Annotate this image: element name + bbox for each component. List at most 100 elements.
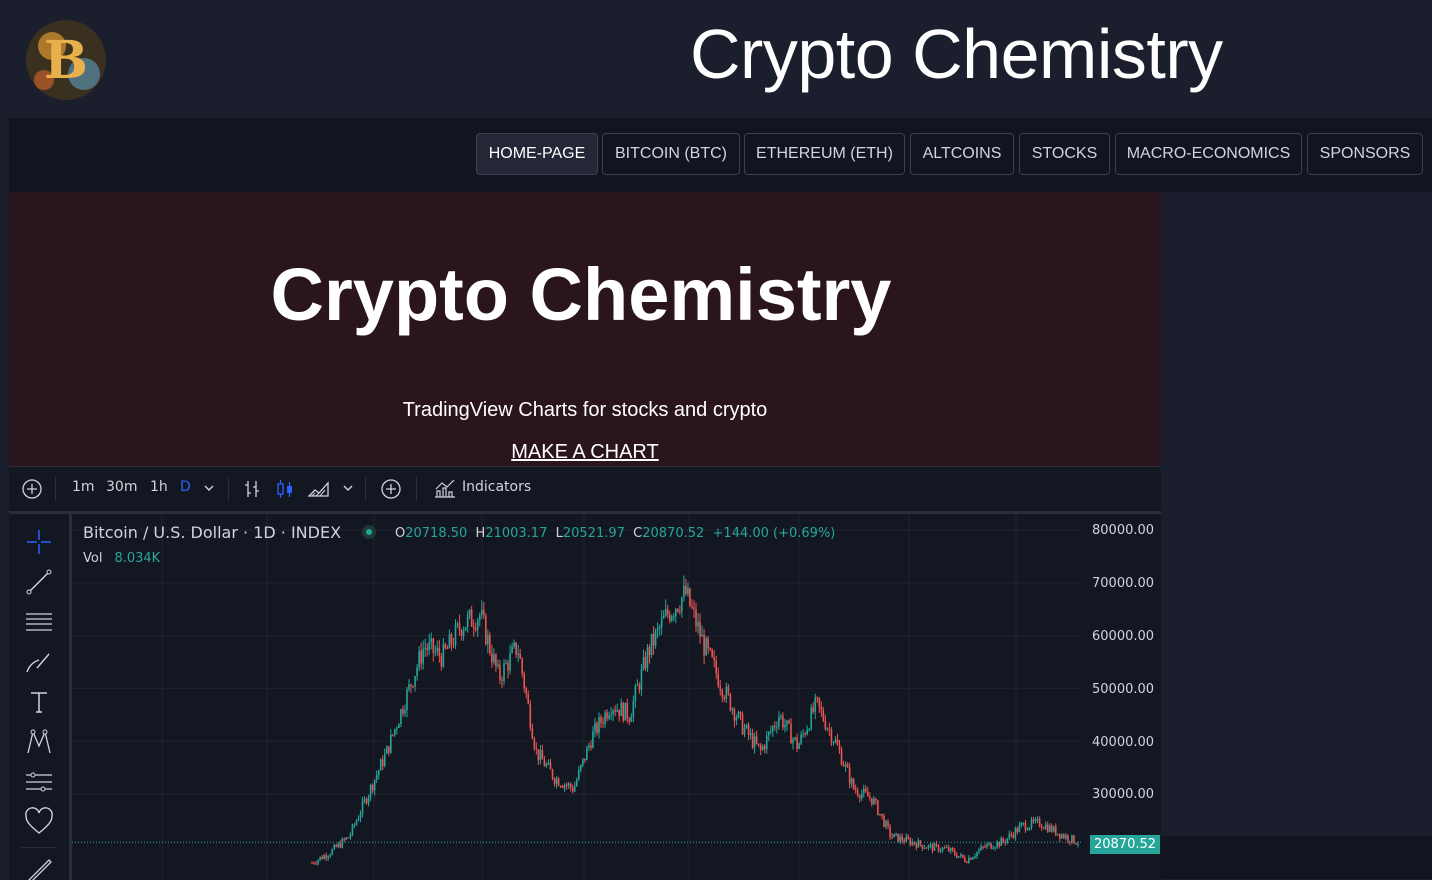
candle-body	[620, 702, 623, 717]
candle-body	[1071, 835, 1073, 843]
chart-type-chevron-down-icon[interactable]	[342, 483, 354, 493]
trend-line-icon[interactable]	[23, 566, 55, 598]
area-chart-icon[interactable]	[307, 478, 331, 500]
candle-body	[341, 838, 344, 848]
candle-body	[624, 702, 627, 721]
prediction-icon[interactable]	[23, 766, 55, 798]
candle-body	[580, 764, 582, 770]
symbol-legend[interactable]: Bitcoin / U.S. Dollar · 1D · INDEX	[83, 523, 342, 542]
candle-body	[826, 728, 829, 730]
chart-pane[interactable]: Bitcoin / U.S. Dollar · 1D · INDEX O2071…	[72, 514, 1161, 880]
candle-body	[365, 798, 368, 804]
y-axis-tick: 40000.00	[1092, 735, 1155, 750]
candles-chart-icon[interactable]	[274, 478, 296, 500]
candle-body	[691, 605, 693, 608]
candle-body	[816, 697, 819, 699]
compare-add-icon[interactable]	[380, 478, 402, 500]
candle-body	[959, 854, 962, 857]
interval-30m[interactable]: 30m	[106, 479, 138, 495]
low-value: 20521.97	[562, 526, 625, 541]
hero-banner: Crypto Chemistry TradingView Charts for …	[9, 192, 1161, 466]
candle-body	[390, 734, 392, 753]
candle-body	[662, 616, 665, 619]
candle-body	[456, 623, 459, 625]
nav-altcoins[interactable]: ALTCOINS	[910, 133, 1014, 175]
candle-body	[879, 813, 881, 815]
candle-body	[567, 783, 570, 786]
text-icon[interactable]	[23, 686, 55, 718]
candle-body	[499, 664, 501, 680]
candle-body	[367, 796, 370, 804]
candle-body	[943, 847, 946, 849]
candle-body	[1061, 834, 1063, 839]
indicators-button[interactable]: Indicators	[462, 479, 532, 495]
nav-home[interactable]: HOME-PAGE	[476, 133, 598, 175]
volume-value: 8.034K	[114, 551, 161, 566]
nav-ethereum[interactable]: ETHEREUM (ETH)	[744, 133, 905, 175]
pattern-icon[interactable]	[23, 726, 55, 758]
candle-body	[430, 638, 433, 643]
heart-icon[interactable]	[23, 806, 55, 838]
candle-body	[885, 821, 887, 827]
last-price-tag: 20870.52	[1090, 835, 1160, 854]
nav-macro-economics[interactable]: MACRO-ECONOMICS	[1115, 133, 1302, 175]
candle-body	[711, 649, 713, 657]
candle-body	[537, 749, 540, 761]
interval-d[interactable]: D	[180, 479, 191, 495]
brush-icon[interactable]	[23, 646, 55, 678]
indicators-icon[interactable]	[433, 478, 457, 500]
nav-sponsors[interactable]: SPONSORS	[1307, 133, 1423, 175]
candle-body	[737, 711, 740, 718]
candle-body	[406, 689, 408, 711]
symbol-add-icon[interactable]	[21, 478, 43, 500]
candle-body	[371, 785, 374, 791]
candle-body	[602, 722, 604, 724]
candle-body	[897, 833, 899, 842]
svg-text:B: B	[44, 30, 88, 91]
candle-body	[553, 778, 556, 784]
candle-body	[1016, 828, 1019, 833]
candle-body	[1077, 844, 1079, 846]
candle-body	[1002, 838, 1005, 842]
bars-chart-icon[interactable]	[241, 478, 263, 500]
crosshair-icon[interactable]	[23, 526, 55, 558]
candle-body	[539, 749, 542, 761]
candle-body	[709, 647, 711, 650]
candle-body	[426, 647, 429, 650]
candle-body	[610, 714, 612, 716]
candle-body	[634, 685, 637, 701]
interval-chevron-down-icon[interactable]	[203, 483, 215, 493]
candle-body	[616, 709, 618, 712]
candle-body	[414, 676, 416, 687]
candle-body	[646, 647, 649, 669]
candle-body	[460, 630, 463, 636]
candle-body	[731, 708, 734, 711]
y-axis-tick: 70000.00	[1092, 576, 1155, 591]
candle-body	[549, 762, 552, 770]
candle-body	[495, 654, 497, 667]
fib-retracement-icon[interactable]	[23, 606, 55, 638]
candle-body	[909, 838, 912, 845]
high-key: H	[475, 526, 486, 541]
market-status-indicator[interactable]	[362, 525, 376, 539]
candle-body	[715, 660, 718, 674]
candle-body	[472, 626, 475, 629]
candle-body	[951, 848, 954, 851]
candle-body	[353, 824, 356, 826]
make-chart-link[interactable]: MAKE A CHART	[511, 441, 659, 463]
price-chart[interactable]	[72, 514, 1161, 880]
candle-body	[685, 585, 687, 595]
tradingview-widget: 1m 30m 1h D	[9, 466, 1161, 880]
interval-1m[interactable]: 1m	[72, 479, 95, 495]
interval-1h[interactable]: 1h	[150, 479, 168, 495]
ruler-icon[interactable]	[23, 854, 55, 880]
candle-body	[842, 764, 845, 767]
nav-bitcoin[interactable]: BITCOIN (BTC)	[602, 133, 740, 175]
candle-body	[531, 727, 534, 739]
site-logo[interactable]: B	[22, 16, 110, 104]
candle-body	[907, 836, 910, 839]
candle-body	[482, 609, 485, 616]
nav-stocks[interactable]: STOCKS	[1019, 133, 1110, 175]
candle-body	[396, 728, 398, 730]
candle-body	[824, 720, 827, 730]
